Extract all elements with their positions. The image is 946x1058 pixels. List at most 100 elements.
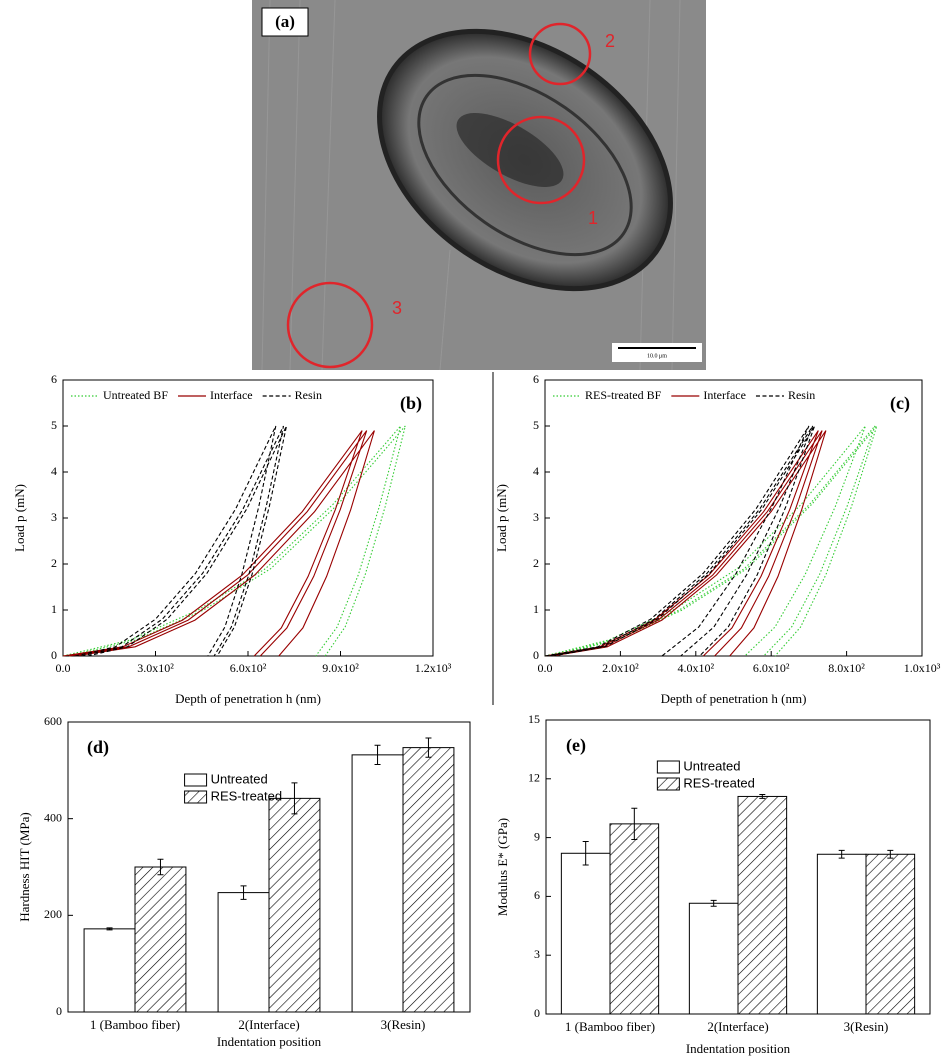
x-tick-label: 1.2x10³ [415,661,452,675]
y-tick-label: 0 [533,648,539,662]
error-bar [710,899,717,907]
x-tick-label: 0.0 [538,661,553,675]
y-tick-label: 5 [533,418,539,432]
y-tick-label: 5 [51,418,57,432]
error-bar [759,793,766,799]
y-tick-label: 3 [533,510,539,524]
legend-label: RES-treated BF [585,388,662,402]
panel-label: (c) [890,393,910,414]
x-tick-label: 4.0x10² [677,661,714,675]
error-bar [291,782,298,815]
x-axis-title: Indentation position [217,1034,322,1049]
load-curve [544,425,878,657]
y-tick-label: 4 [51,464,57,478]
marker-circle [528,22,592,86]
legend-label: RES-treated [683,775,755,790]
legend-label: Untreated [683,758,740,773]
bar [217,892,270,1013]
x-tick-label: 3.0x10² [137,661,174,675]
bar [560,852,611,1015]
y-tick-label: 200 [44,907,62,921]
y-tick-label: 400 [44,810,62,824]
error-bar [106,927,113,931]
marker-label: 2 [605,31,615,51]
bar [134,866,187,1013]
legend-label: Untreated [211,771,268,786]
bar [816,853,867,1015]
error-bar [240,885,247,900]
x-axis-title: Depth of penetration h (nm) [175,691,321,706]
error-bar [157,858,164,876]
plot-frame [544,379,923,657]
x-tick-label: 9.0x10² [322,661,359,675]
legend-label: Resin [788,388,815,402]
load-curve [62,430,375,657]
x-tick-label: 2(Interface) [238,1017,299,1032]
marker-circle [496,115,586,205]
y-tick-label: 6 [534,888,540,902]
x-tick-label: 1 (Bamboo fiber) [90,1017,180,1032]
plot-frame [62,379,434,657]
error-bar [374,744,381,766]
panel-label: (b) [400,393,422,414]
x-tick-label: 6.0x10² [753,661,790,675]
x-tick-label: 1.0x10³ [904,661,941,675]
load-curve [544,425,816,657]
error-bar [887,849,894,859]
y-tick-label: 600 [44,714,62,728]
error-bar [425,737,432,758]
scale-bar-label: 10.0 μm [647,353,667,359]
bar [688,902,739,1015]
y-tick-label: 15 [528,712,540,726]
y-tick-label: 6 [51,372,57,386]
y-tick-label: 4 [533,464,539,478]
load-curve [62,425,406,657]
micrograph-panel: 1 2 3 (a) 10.0 μm [252,0,706,371]
y-tick-label: 9 [534,829,540,843]
legend-label: Interface [210,388,253,402]
legend-swatch [184,773,208,787]
panel-label: (a) [275,12,295,31]
x-axis-title: Indentation position [686,1041,791,1056]
marker-label: 3 [392,298,402,318]
y-tick-label: 6 [533,372,539,386]
load-curve [75,425,288,657]
y-axis-title: Load p (mN) [494,484,509,552]
bar [351,754,404,1013]
y-tick-label: 1 [51,602,57,616]
y-axis-title: Hardness HIT (MPa) [17,812,32,922]
y-tick-label: 3 [534,947,540,961]
bar [268,797,321,1013]
x-tick-label: 2.0x10² [602,661,639,675]
y-tick-label: 0 [56,1004,62,1018]
marker-label: 1 [588,208,598,228]
y-axis-title: Load p (mN) [12,484,27,552]
x-tick-label: 8.0x10² [828,661,865,675]
bar [865,853,916,1015]
bar [609,823,660,1015]
legend-label: RES-treated [211,788,283,803]
error-bar [838,849,845,859]
panel-label: (d) [87,737,109,758]
panel-label: (e) [566,735,586,756]
x-tick-label: 3(Resin) [844,1019,889,1034]
legend-label: Untreated BF [103,388,168,402]
x-tick-label: 2(Interface) [707,1019,768,1034]
y-axis-title: Modulus E* (GPa) [495,818,510,916]
y-tick-label: 1 [533,602,539,616]
x-tick-label: 0.0 [56,661,71,675]
marker-circle [286,281,374,369]
panel-label-box [261,7,309,37]
y-tick-label: 2 [533,556,539,570]
x-tick-label: 3(Resin) [381,1017,426,1032]
y-tick-label: 2 [51,556,57,570]
bar [402,747,455,1013]
bar [737,795,788,1015]
y-tick-label: 0 [51,648,57,662]
legend-swatch [184,790,208,804]
legend-label: Interface [703,388,746,402]
y-tick-label: 3 [51,510,57,524]
x-axis-title: Depth of penetration h (nm) [661,691,807,706]
y-tick-label: 0 [534,1006,540,1020]
